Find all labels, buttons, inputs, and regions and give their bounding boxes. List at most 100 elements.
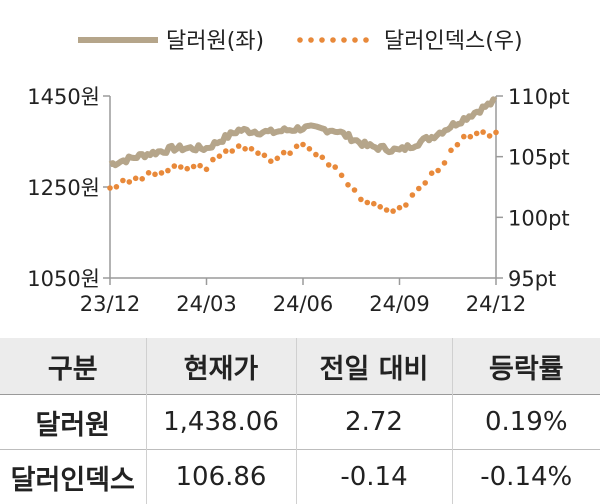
row-label: 달러원 [0,394,146,450]
data-point-dollar-index [422,180,429,186]
change-rate-cell: -0.14% [451,449,600,504]
data-point-dollar-index [242,146,248,152]
data-point-dollar-index [409,192,416,198]
chart-axes: 1450원 1250원 1050원 110pt 105pt 100pt 95pt 23/12 2… [27,85,569,316]
data-point-dollar-index [171,163,178,169]
data-point-dollar-index [441,160,448,166]
data-point-dollar-index [293,143,300,150]
data-point-dollar-index [473,130,480,137]
data-point-dollar-index [145,170,152,176]
x-tick-label: 24/03 [176,292,237,316]
current-price-cell: 1,438.06 [145,394,296,450]
data-point-dollar-index [235,143,242,149]
data-point-dollar-index [216,153,223,159]
series-line-usd-krw [108,96,498,169]
data-point-dollar-index [448,147,454,154]
data-point-dollar-index [364,199,371,206]
legend-swatch-dollar-index [352,37,358,43]
change-cell: 2.72 [295,394,452,450]
header-change-rate: 등락률 [451,338,600,395]
x-tick-label: 24/06 [273,292,334,316]
change-rate-cell: 0.19% [451,394,600,450]
exchange-rate-chart: 달러원(좌) 달러인덱스(우) 1450원 1250원 1050원 110pt 105pt… [27,29,569,316]
data-point-dollar-index [371,200,377,207]
y-right-tick-label: 110pt [508,85,570,109]
data-point-dollar-index [152,171,158,178]
data-point-dollar-index [377,204,384,210]
legend-swatch-dollar-index [363,37,369,43]
data-point-dollar-index [229,148,235,154]
data-point-dollar-index [325,162,332,168]
x-tick-label: 24/12 [466,292,527,316]
data-point-dollar-index [184,165,190,172]
data-point-dollar-index [203,166,210,173]
data-point-dollar-index [416,185,422,192]
x-tick-label: 23/12 [80,292,141,316]
data-point-dollar-index [358,196,364,203]
header-change: 전일 대비 [295,338,452,395]
y-right-tick-label: 105pt [508,146,570,170]
table-header-row: 구분 현재가 전일 대비 등락률 [0,338,600,395]
data-point-dollar-index [390,208,396,214]
table-row: 달러인덱스 106.86 -0.14 -0.14% [0,449,600,504]
data-point-dollar-index [332,164,339,170]
data-point-dollar-index [139,176,145,182]
legend-swatch-dollar-index [330,37,336,43]
header-category: 구분 [0,338,146,395]
data-point-dollar-index [345,182,351,188]
y-left-tick-label: 1450원 [27,85,100,109]
data-point-dollar-index [319,154,326,161]
legend-swatch-dollar-index [319,37,325,43]
data-point-dollar-index [454,141,461,148]
y-right-tick-label: 95pt [508,267,556,291]
data-point-dollar-index [403,202,409,208]
current-price-cell: 106.86 [145,449,296,504]
data-point-dollar-index [300,141,306,148]
chart-legend: 달러원(좌) 달러인덱스(우) [78,29,523,54]
x-tick-label: 24/09 [369,292,430,316]
data-point-dollar-index [107,185,113,191]
quote-table: 구분 현재가 전일 대비 등락률 달러원 1,438.06 2.72 0.19%… [0,338,600,504]
data-point-dollar-index [248,146,255,152]
data-point-dollar-index [486,133,493,139]
data-point-dollar-index [158,170,165,176]
y-right-tick-label: 100pt [508,206,570,230]
data-point-dollar-index [120,177,126,184]
data-point-dollar-index [435,167,441,174]
data-point-dollar-index [274,155,281,162]
data-point-dollar-index [132,175,139,182]
header-current-price: 현재가 [145,338,296,395]
data-point-dollar-index [480,129,486,135]
data-point-dollar-index [383,207,390,213]
data-point-dollar-index [396,204,403,211]
data-point-dollar-index [113,184,120,190]
data-point-dollar-index [268,158,274,164]
data-point-dollar-index [280,149,287,156]
data-point-dollar-index [351,187,358,193]
data-point-dollar-index [126,179,133,185]
y-left-tick-label: 1050원 [27,267,100,291]
data-point-dollar-index [338,172,345,179]
legend-swatch-dollar-index [297,37,303,43]
data-point-dollar-index [313,151,319,158]
data-point-dollar-index [197,162,203,169]
row-label: 달러인덱스 [0,449,146,504]
change-cell: -0.14 [295,449,452,504]
data-point-dollar-index [467,133,474,140]
legend-swatch-dollar-index [308,37,314,43]
data-point-dollar-index [428,170,435,176]
data-point-dollar-index [178,164,184,170]
data-point-dollar-index [261,152,268,159]
data-point-dollar-index [287,150,293,156]
legend-label-dollar-index: 달러인덱스(우) [384,29,523,54]
data-point-dollar-index [461,133,467,140]
legend-swatch-dollar-index [341,37,347,43]
data-point-dollar-index [190,163,197,170]
data-point-dollar-index [223,148,229,154]
data-point-dollar-index [210,156,216,163]
data-point-dollar-index [255,150,261,156]
data-point-dollar-index [493,129,499,136]
data-point-dollar-index [306,146,313,152]
table-row: 달러원 1,438.06 2.72 0.19% [0,394,600,450]
chart-series [107,96,499,214]
